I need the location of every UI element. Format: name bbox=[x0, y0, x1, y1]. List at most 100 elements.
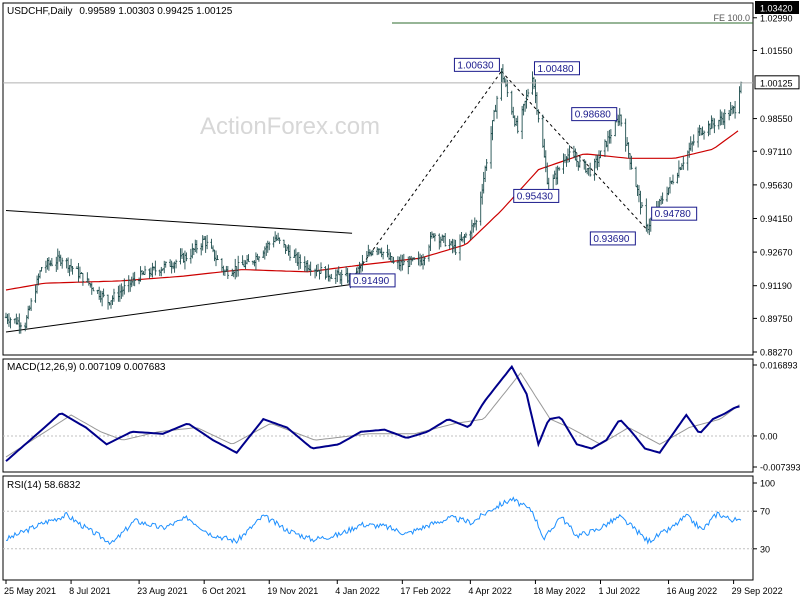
triangle-trendline bbox=[5, 283, 353, 333]
rsi-levels bbox=[3, 510, 753, 550]
price-bar bbox=[444, 233, 447, 247]
watermark: ActionForex.com bbox=[200, 113, 380, 140]
price-bar bbox=[702, 130, 706, 140]
price-annotation-label: 0.93690 bbox=[593, 234, 630, 245]
price-bar bbox=[123, 278, 126, 295]
rsi-tick-label: 100 bbox=[760, 479, 775, 489]
price-bar bbox=[495, 95, 499, 119]
price-bar bbox=[247, 254, 250, 263]
price-bar bbox=[174, 259, 178, 269]
price-annotation: 0.98680 bbox=[571, 107, 618, 122]
price-tick-label: 1.01550 bbox=[760, 46, 793, 56]
price-bar bbox=[361, 254, 364, 272]
price-bar bbox=[299, 254, 302, 269]
macd-series bbox=[5, 364, 740, 462]
price-bar bbox=[578, 155, 582, 168]
date-tick-label: 16 Aug 2022 bbox=[667, 586, 718, 596]
price-annotation: 0.94780 bbox=[651, 206, 698, 221]
price-annotation: 0.91490 bbox=[349, 273, 396, 288]
reference-levels: 1.00125 FE 100.0 1.03420 bbox=[3, 1, 800, 90]
price-bar bbox=[268, 241, 271, 251]
price-annotation-box bbox=[513, 188, 560, 203]
price-annotation-label: 0.91490 bbox=[353, 276, 390, 287]
price-annotation: 1.00630 bbox=[453, 57, 500, 72]
date-tick-label: 23 Aug 2021 bbox=[137, 586, 188, 596]
price-bar bbox=[671, 174, 675, 185]
price-bar bbox=[475, 219, 478, 231]
price-bar bbox=[29, 298, 33, 311]
rsi-title: RSI(14) 58.6832 bbox=[7, 480, 81, 491]
price-annotation-box bbox=[349, 273, 396, 288]
price-bar bbox=[464, 232, 468, 238]
macd-line bbox=[5, 364, 740, 462]
fe-level-label: FE 100.0 bbox=[713, 13, 750, 23]
price-bar bbox=[81, 272, 85, 286]
price-annotations: 1.00630 1.00480 0.95430 0.98680 0.94780 0.936… bbox=[349, 57, 698, 288]
macd-tick-label: 0.016893 bbox=[760, 361, 798, 371]
rsi-series bbox=[5, 496, 742, 546]
price-bar bbox=[723, 109, 726, 129]
price-bar bbox=[682, 156, 685, 170]
price-annotation-label: 1.00480 bbox=[537, 64, 574, 75]
price-tick-label: 0.97110 bbox=[760, 147, 792, 157]
price-bar bbox=[713, 118, 716, 134]
price-bar bbox=[288, 245, 292, 261]
price-bar bbox=[309, 261, 312, 276]
price-tick-label: 0.94150 bbox=[760, 214, 793, 224]
price-bar bbox=[485, 158, 488, 171]
rsi-axis: 100 70 30 bbox=[753, 479, 775, 554]
price-bar bbox=[226, 265, 230, 279]
date-tick-label: 8 Jul 2021 bbox=[69, 586, 111, 596]
moving-average-line bbox=[5, 130, 739, 291]
price-bar bbox=[516, 115, 519, 134]
price-bar bbox=[154, 260, 157, 276]
price-bar bbox=[340, 269, 343, 286]
fe-value-box bbox=[755, 1, 799, 14]
price-bar bbox=[278, 237, 281, 244]
price-bar bbox=[319, 262, 323, 275]
triangle-lines bbox=[5, 210, 353, 333]
price-bar bbox=[423, 256, 426, 266]
wave-lines bbox=[351, 71, 647, 280]
ohlc-values: 0.99589 1.00303 0.99425 1.00125 bbox=[79, 6, 232, 17]
price-annotation-box bbox=[589, 231, 636, 246]
instrument-label: USDCHF,Daily bbox=[7, 6, 73, 17]
price-bar bbox=[236, 255, 240, 277]
price-bar bbox=[402, 253, 406, 266]
macd-line bbox=[5, 372, 740, 458]
macd-panel: 0.016893 0.00 -0.007393 MACD(12,26,9) 0.00… bbox=[2, 358, 800, 473]
date-tick-label: 4 Jan 2022 bbox=[335, 586, 380, 596]
price-annotation-label: 0.98680 bbox=[575, 110, 612, 121]
price-tick-label: 1.02990 bbox=[760, 13, 793, 23]
rsi-tick-label: 30 bbox=[760, 544, 770, 554]
price-bar bbox=[330, 273, 333, 279]
price-bar bbox=[185, 252, 188, 262]
price-bar bbox=[102, 288, 105, 298]
current-price-box bbox=[754, 75, 800, 90]
price-bar bbox=[216, 255, 219, 261]
price-bar bbox=[392, 256, 395, 264]
date-tick-label: 19 Nov 2021 bbox=[267, 586, 318, 596]
price-bar bbox=[537, 109, 540, 123]
price-bar bbox=[568, 145, 571, 163]
price-bar bbox=[609, 129, 613, 144]
price-annotation-label: 0.94780 bbox=[655, 209, 692, 220]
wave-line bbox=[351, 71, 502, 280]
price-annotation: 1.00480 bbox=[533, 61, 580, 76]
macd-axis: 0.016893 0.00 -0.007393 bbox=[753, 361, 800, 473]
price-tick-label: 0.91190 bbox=[760, 281, 792, 291]
date-tick-label: 17 Feb 2022 bbox=[400, 586, 451, 596]
price-tick-label: 0.89750 bbox=[760, 314, 793, 324]
price-annotation-box bbox=[453, 57, 500, 72]
macd-title: MACD(12,26,9) 0.007109 0.007683 bbox=[7, 362, 166, 373]
price-bar bbox=[92, 287, 95, 292]
price-bar bbox=[620, 114, 623, 127]
price-candles bbox=[4, 64, 743, 334]
price-bar bbox=[526, 88, 530, 98]
price-bar bbox=[412, 257, 416, 260]
price-panel-frame bbox=[2, 2, 754, 356]
price-tick-label: 0.95630 bbox=[760, 180, 793, 190]
price-bar bbox=[692, 134, 695, 146]
price-bar bbox=[19, 322, 22, 334]
